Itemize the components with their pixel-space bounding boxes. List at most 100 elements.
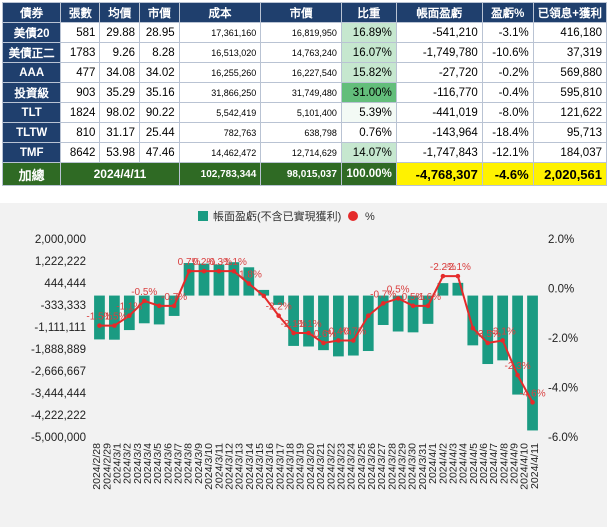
x-tick-label: 2024/3/27	[376, 443, 388, 490]
pnl-bar	[288, 295, 299, 346]
pct-point	[500, 338, 505, 343]
x-tick-label: 2024/3/7	[173, 443, 185, 484]
pct-point	[306, 330, 311, 336]
holdings-table: 債券 張數 均價 市價 成本 市價 比重 帳面盈虧 盈虧% 已領息+獲利 美債2…	[1, 2, 607, 186]
x-tick-label: 2024/2/28	[91, 443, 103, 490]
pnl-chart: 帳面盈虧(不含已實現獲利) % 2,000,000 1,222,222 444,444 -…	[31, 209, 578, 490]
table-row: AAA 477 34.08 34.02 16,255,260 16,227,540 15.8…	[1, 62, 607, 83]
cell-mktval: 5,101,400	[260, 102, 342, 123]
pct-point	[485, 340, 491, 346]
cell-weight: 16.07%	[340, 42, 397, 63]
left-axis-tick-label: -2,666,667	[31, 366, 86, 378]
total-pnl: -4,768,307	[395, 162, 483, 186]
cell-qty: 1824	[60, 102, 101, 123]
cell-name: 美債20	[1, 22, 62, 43]
pnl-bar	[318, 295, 329, 351]
pct-point	[216, 268, 222, 274]
cell-price: 28.95	[139, 22, 180, 43]
total-income: 2,020,561	[532, 162, 607, 186]
cell-pnl: -143,964	[395, 122, 483, 143]
pct-point	[231, 268, 237, 274]
cell-pnl: -1,747,843	[395, 142, 483, 163]
cell-weight: 31.00%	[340, 82, 397, 103]
pct-point	[291, 330, 296, 336]
pnl-bar	[452, 282, 464, 296]
cell-income: 569,880	[532, 62, 607, 83]
x-tick-label: 2024/4/6	[478, 443, 490, 484]
pct-data-label: -2.3%	[505, 361, 531, 372]
cell-pnl: -541,210	[395, 22, 483, 43]
pnl-bar	[362, 295, 374, 352]
cell-avg: 35.29	[99, 82, 141, 103]
cell-pnl: -441,019	[395, 102, 483, 123]
cell-name: 美債正二	[1, 42, 62, 63]
pct-data-label: -0.4%	[325, 326, 351, 337]
pct-point	[530, 400, 535, 405]
pct-data-label: -1.1%	[221, 257, 247, 268]
cell-mktval: 14,763,240	[260, 42, 342, 63]
cell-price: 90.22	[139, 102, 180, 123]
pct-point	[470, 325, 476, 331]
pnl-bar	[273, 295, 285, 305]
pnl-bar	[109, 295, 120, 340]
cell-cost: 782,763	[178, 122, 262, 143]
table-row: 美債正二 1783 9.26 8.28 16,513,020 14,763,240 16.0…	[1, 42, 607, 63]
cell-weight: 5.39%	[340, 102, 397, 123]
x-tick-label: 2024/3/14	[244, 443, 256, 490]
x-tick-label: 2024/3/3	[132, 443, 144, 484]
pct-data-label: -1.1%	[295, 319, 321, 330]
total-date: 2024/4/11	[60, 162, 180, 186]
x-tick-label: 2024/3/25	[356, 443, 368, 490]
pct-data-label: -0.3%	[206, 257, 232, 268]
cell-mktval: 638,798	[260, 122, 342, 143]
pnl-bar	[407, 295, 419, 333]
pct-point	[515, 372, 520, 378]
cell-pnl-pct: -3.1%	[481, 22, 534, 43]
cell-name: TMF	[1, 142, 62, 163]
cell-mktval: 31,749,480	[260, 82, 342, 103]
total-row: 加總 2024/4/11 102,783,344 98,015,037 100.…	[1, 162, 607, 186]
col-header-income: 已領息+獲利	[532, 2, 607, 23]
cell-income: 95,713	[532, 122, 607, 143]
pnl-bar	[467, 295, 479, 346]
x-tick-label: 2024/3/1	[111, 443, 123, 484]
x-tick-label: 2024/3/5	[152, 443, 164, 484]
pnl-bar	[437, 283, 449, 296]
cell-avg: 53.98	[99, 142, 141, 163]
left-axis-tick-label: -1,111,111	[34, 322, 86, 334]
left-axis-tick-label: 1,222,222	[35, 256, 86, 268]
cell-cost: 16,513,020	[178, 42, 262, 63]
table-row: 投資級 903 35.29 35.16 31,866,250 31,749,480 31.0…	[1, 82, 607, 103]
pct-data-label: -3.1%	[490, 326, 516, 337]
cell-qty: 8642	[60, 142, 101, 163]
pnl-bar	[303, 295, 314, 347]
pct-data-label: -1.8%	[236, 270, 262, 281]
cell-cost: 17,361,160	[178, 22, 262, 43]
pnl-bar	[392, 295, 404, 332]
legend-bar-swatch	[198, 211, 208, 221]
pnl-bar	[258, 289, 270, 296]
cell-weight: 16.89%	[340, 22, 397, 43]
cell-price: 47.46	[139, 142, 180, 163]
pnl-chart-panel: 帳面盈虧(不含已實現獲利)% 2,000,000 1,222,222 444,444 -…	[0, 203, 607, 527]
left-axis-tick-label: -3,444,444	[31, 388, 87, 400]
pct-point	[351, 338, 356, 343]
pct-data-label: 0.2%	[193, 257, 216, 268]
pnl-bar	[198, 263, 210, 296]
x-tick-label: 2024/3/21	[315, 443, 327, 490]
pnl-bar	[153, 295, 165, 325]
table-row: TLTW 810 31.17 25.44 782,763 638,798 0.76% -143…	[1, 122, 607, 143]
col-header-qty: 張數	[60, 2, 101, 23]
pnl-bar	[228, 262, 240, 296]
cell-income: 595,810	[532, 82, 607, 103]
cell-income: 121,622	[532, 102, 607, 123]
total-cost: 102,783,344	[178, 162, 262, 186]
col-header-pnl: 帳面盈虧	[395, 2, 483, 23]
pct-point	[440, 273, 446, 279]
legend-line-label: %	[365, 211, 375, 223]
pct-data-label: -1.5%	[86, 312, 112, 323]
x-tick-label: 2024/4/9	[509, 443, 521, 484]
legend-bar-label: 帳面盈虧(不含已實現獲利)	[213, 209, 341, 223]
x-tick-label: 2024/3/6	[162, 443, 174, 484]
col-header-cost: 成本	[178, 2, 262, 23]
